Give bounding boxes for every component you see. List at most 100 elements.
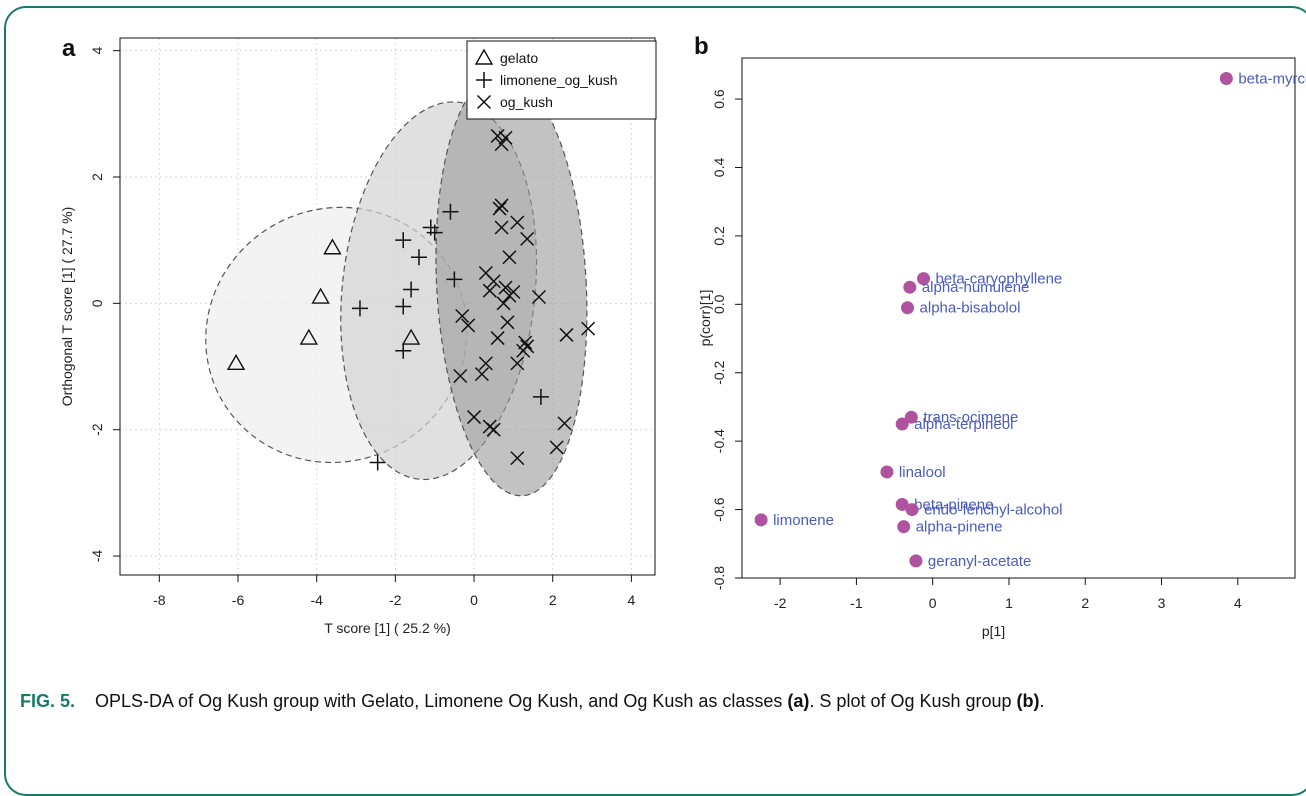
splot-label-beta-pinene: beta-pinene [914,496,993,513]
b-ytick-label-7: 0.6 [711,89,727,109]
point-og_kush-9 [502,250,517,265]
point-og_kush-30 [486,422,501,437]
point-og_kush-1 [498,130,513,145]
splot-point-limonene [754,513,768,527]
point-og_kush-15 [506,284,521,299]
splot-label-trans-ocimene: trans-ocimene [923,409,1018,426]
b-ytick-label-2: -0.4 [711,429,727,453]
caption-ref-b: (b) [1016,691,1040,711]
splot-point-trans-ocimene [904,410,918,424]
point-og_kush-16 [531,289,546,305]
b-y-axis-title: p(corr)[1] [697,290,713,347]
splot-label-alpha-humulene: alpha-humulene [922,279,1030,296]
point-limonene_og_kush-9 [446,271,463,288]
point-og_kush-4 [494,198,509,213]
point-og_kush-5 [510,215,525,230]
point-limonene_og_kush-5 [410,249,427,266]
b-xtick-label-5: 3 [1158,595,1166,611]
a-ytick-label-1: -2 [89,423,105,436]
splot-point-alpha-terpineol [895,417,909,431]
a-ytick-label-3: 2 [89,173,105,181]
splot-label-beta-myrcene: beta-myrcene [1238,71,1306,88]
panel-b-s-plot: -2 -1 0 1 2 3 4 -0.8 -0.6 -0.4 -0.2 0.0 0.2 0.4 0.6 p[1… [697,57,1306,639]
splot-point-linalool [880,465,894,479]
legend-label-gelato: gelato [500,50,538,66]
figure-frame: -8 -6 -4 -2 0 2 4 -4 -2 0 2 4 T score [1] ( 25.2 %) O… [4,6,1306,796]
point-og_kush-3 [492,201,507,216]
point-gelato-2 [323,238,342,255]
point-limonene_og_kush-7 [426,224,443,241]
point-gelato-0 [226,353,246,371]
a-xtick-label-4: 0 [470,592,478,608]
legend-marker-gelato [474,48,494,65]
legend-marker-limonene_og_kush [476,72,492,88]
point-limonene_og_kush-8 [442,203,459,220]
panel-a-letter: a [62,35,76,62]
b-ytick-label-6: 0.4 [711,158,727,178]
point-limonene_og_kush-0 [351,300,368,317]
point-og_kush-7 [520,231,535,246]
point-og_kush-34 [559,327,574,342]
b-x-axis-title: p[1] [982,623,1005,639]
splot-label-beta-caryophyllene: beta-caryophyllene [936,271,1063,288]
point-og_kush-17 [455,308,470,324]
panel-b-letter: b [694,33,709,60]
a-xtick-label-1: -6 [232,592,245,608]
point-limonene_og_kush-11 [532,388,549,405]
splot-point-beta-pinene [895,497,909,511]
b-xtick-label-6: 4 [1234,595,1242,611]
b-plot-box [741,57,1296,579]
point-og_kush-6 [494,220,509,235]
b-ytick-label-3: -0.2 [711,360,727,384]
point-og_kush-35 [581,321,596,336]
point-gelato-1 [299,328,319,345]
splot-label-linalool: linalool [899,464,946,481]
legend-label-limonene_og_kush: limonene_og_kush [500,72,618,88]
point-og_kush-18 [461,318,476,333]
splot-point-beta-myrcene [1219,72,1233,86]
point-og_kush-10 [486,274,501,289]
splot-label-alpha-terpineol: alpha-terpineol [914,416,1013,433]
b-ytick-label-5: 0.2 [711,226,727,246]
legend-marker-og_kush [476,94,492,110]
point-og_kush-27 [474,367,489,382]
a-ytick-label-2: 0 [89,299,105,307]
caption-text-1: OPLS-DA of Og Kush group with Gelato, Li… [95,691,788,711]
point-gelato-3 [311,287,330,304]
a-legend-box [466,40,657,120]
splot-label-geranyl-acetate: geranyl-acetate [928,553,1031,570]
point-limonene_og_kush-10 [369,454,386,471]
splot-label-endo-fenchyl-alcohol: endo-fenchyl-alcohol [924,502,1062,519]
splot-point-alpha-bisabolol [901,301,915,315]
splot-point-endo-fenchyl-alcohol [905,503,919,517]
b-xtick-label-4: 2 [1081,595,1089,611]
point-og_kush-32 [549,440,564,455]
a-plot-box [119,37,656,576]
point-og_kush-21 [518,335,533,350]
point-og_kush-28 [467,410,482,425]
point-limonene_og_kush-2 [395,298,412,315]
point-og_kush-20 [490,331,505,346]
legend-label-og_kush: og_kush [500,94,553,110]
b-xtick-label-2: 0 [929,595,937,611]
point-og_kush-2 [494,137,509,152]
point-og_kush-11 [482,283,497,298]
a-y-axis-title: Orthogonal T score [1] ( 27.7 %) [59,207,75,406]
point-og_kush-31 [510,451,525,466]
a-x-axis-title: T score [1] ( 25.2 %) [324,620,451,636]
a-xtick-label-3: -2 [389,592,402,608]
caption-text-3: . [1039,691,1045,711]
splot-label-alpha-bisabolol: alpha-bisabolol [920,300,1021,317]
caption-text-2: . S plot of Og Kush group [809,691,1017,711]
b-xtick-label-3: 1 [1005,595,1013,611]
a-xtick-label-5: 2 [549,592,557,608]
b-xtick-label-1: -1 [850,595,863,611]
point-og_kush-23 [516,343,531,358]
a-xtick-label-6: 4 [627,592,635,608]
splot-point-beta-caryophyllene [917,272,931,286]
a-xtick-label-0: -8 [153,592,166,608]
figure-caption: FIG. 5. OPLS-DA of Og Kush group with Ge… [20,687,1290,715]
point-limonene_og_kush-4 [403,281,420,298]
point-limonene_og_kush-1 [395,232,412,249]
point-og_kush-33 [557,416,572,431]
